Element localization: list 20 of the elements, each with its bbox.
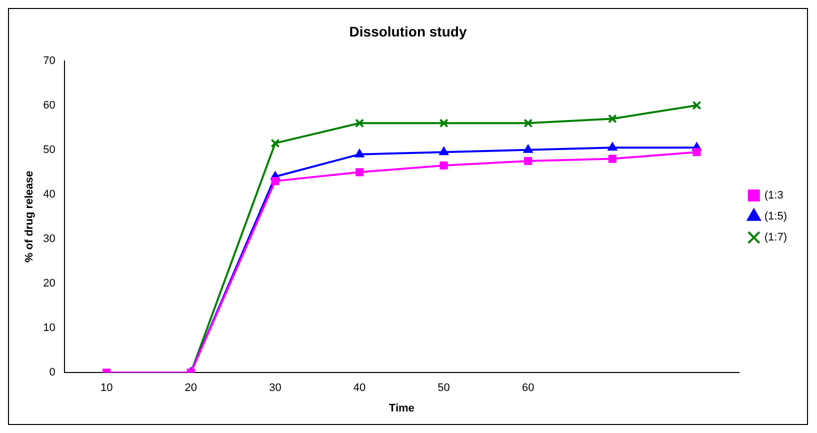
x-tick-label: 20 xyxy=(184,382,198,394)
y-tick-label: 10 xyxy=(43,322,56,334)
legend-label: (1:5) xyxy=(764,210,788,223)
legend-label: (1:7) xyxy=(764,232,788,244)
y-tick-label: 60 xyxy=(43,99,56,112)
y-axis-title: % of drug release xyxy=(24,170,36,263)
x-axis-title: Time xyxy=(388,402,414,414)
y-tick-label: 0 xyxy=(49,366,56,379)
x-tick-label: 50 xyxy=(438,382,450,394)
x-tick-label: 30 xyxy=(269,382,282,394)
y-tick-label: 40 xyxy=(43,188,56,200)
chart-title: Dissolution study xyxy=(349,23,467,40)
x-tick-label: 60 xyxy=(522,382,534,394)
x-tick-label: 40 xyxy=(353,382,366,394)
y-tick-label: 30 xyxy=(43,233,56,246)
x-tick-label: 10 xyxy=(100,382,113,394)
legend-label: (1:3 xyxy=(764,190,784,202)
y-tick-label: 50 xyxy=(43,144,56,156)
y-tick-label: 20 xyxy=(43,278,56,290)
y-tick-label: 70 xyxy=(43,54,56,67)
